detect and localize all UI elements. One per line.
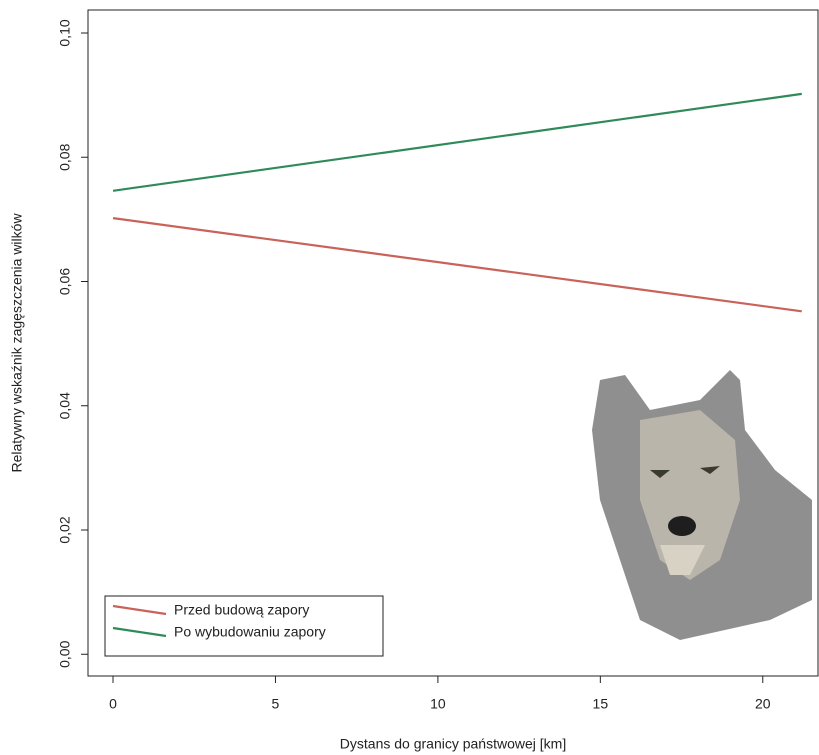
- x-tick-label: 20: [755, 696, 771, 712]
- x-tick-label: 15: [593, 696, 609, 712]
- y-tick-label: 0,08: [57, 143, 73, 170]
- legend: Przed budową zapory Po wybudowaniu zapory: [105, 596, 383, 656]
- x-tick-label: 0: [109, 696, 117, 712]
- y-tick-label: 0,04: [57, 392, 73, 419]
- wolf-illustration: [592, 370, 812, 640]
- y-tick-label: 0,06: [57, 268, 73, 295]
- y-tick-label: 0,00: [57, 640, 73, 667]
- legend-label: Przed budową zapory: [174, 602, 309, 618]
- x-tick-label: 5: [272, 696, 280, 712]
- legend-label: Po wybudowaniu zapory: [174, 624, 326, 640]
- chart: Dystans do granicy państwowej [km] Relat…: [0, 0, 819, 755]
- y-tick-label: 0,02: [57, 516, 73, 543]
- series-line: [113, 218, 802, 311]
- series-line: [113, 94, 802, 191]
- x-tick-label: 10: [430, 696, 446, 712]
- x-axis-label: Dystans do granicy państwowej [km]: [340, 736, 566, 752]
- y-axis-label: Relatywny wskaźnik zagęszczenia wilków: [9, 213, 25, 473]
- y-tick-label: 0,10: [57, 19, 73, 46]
